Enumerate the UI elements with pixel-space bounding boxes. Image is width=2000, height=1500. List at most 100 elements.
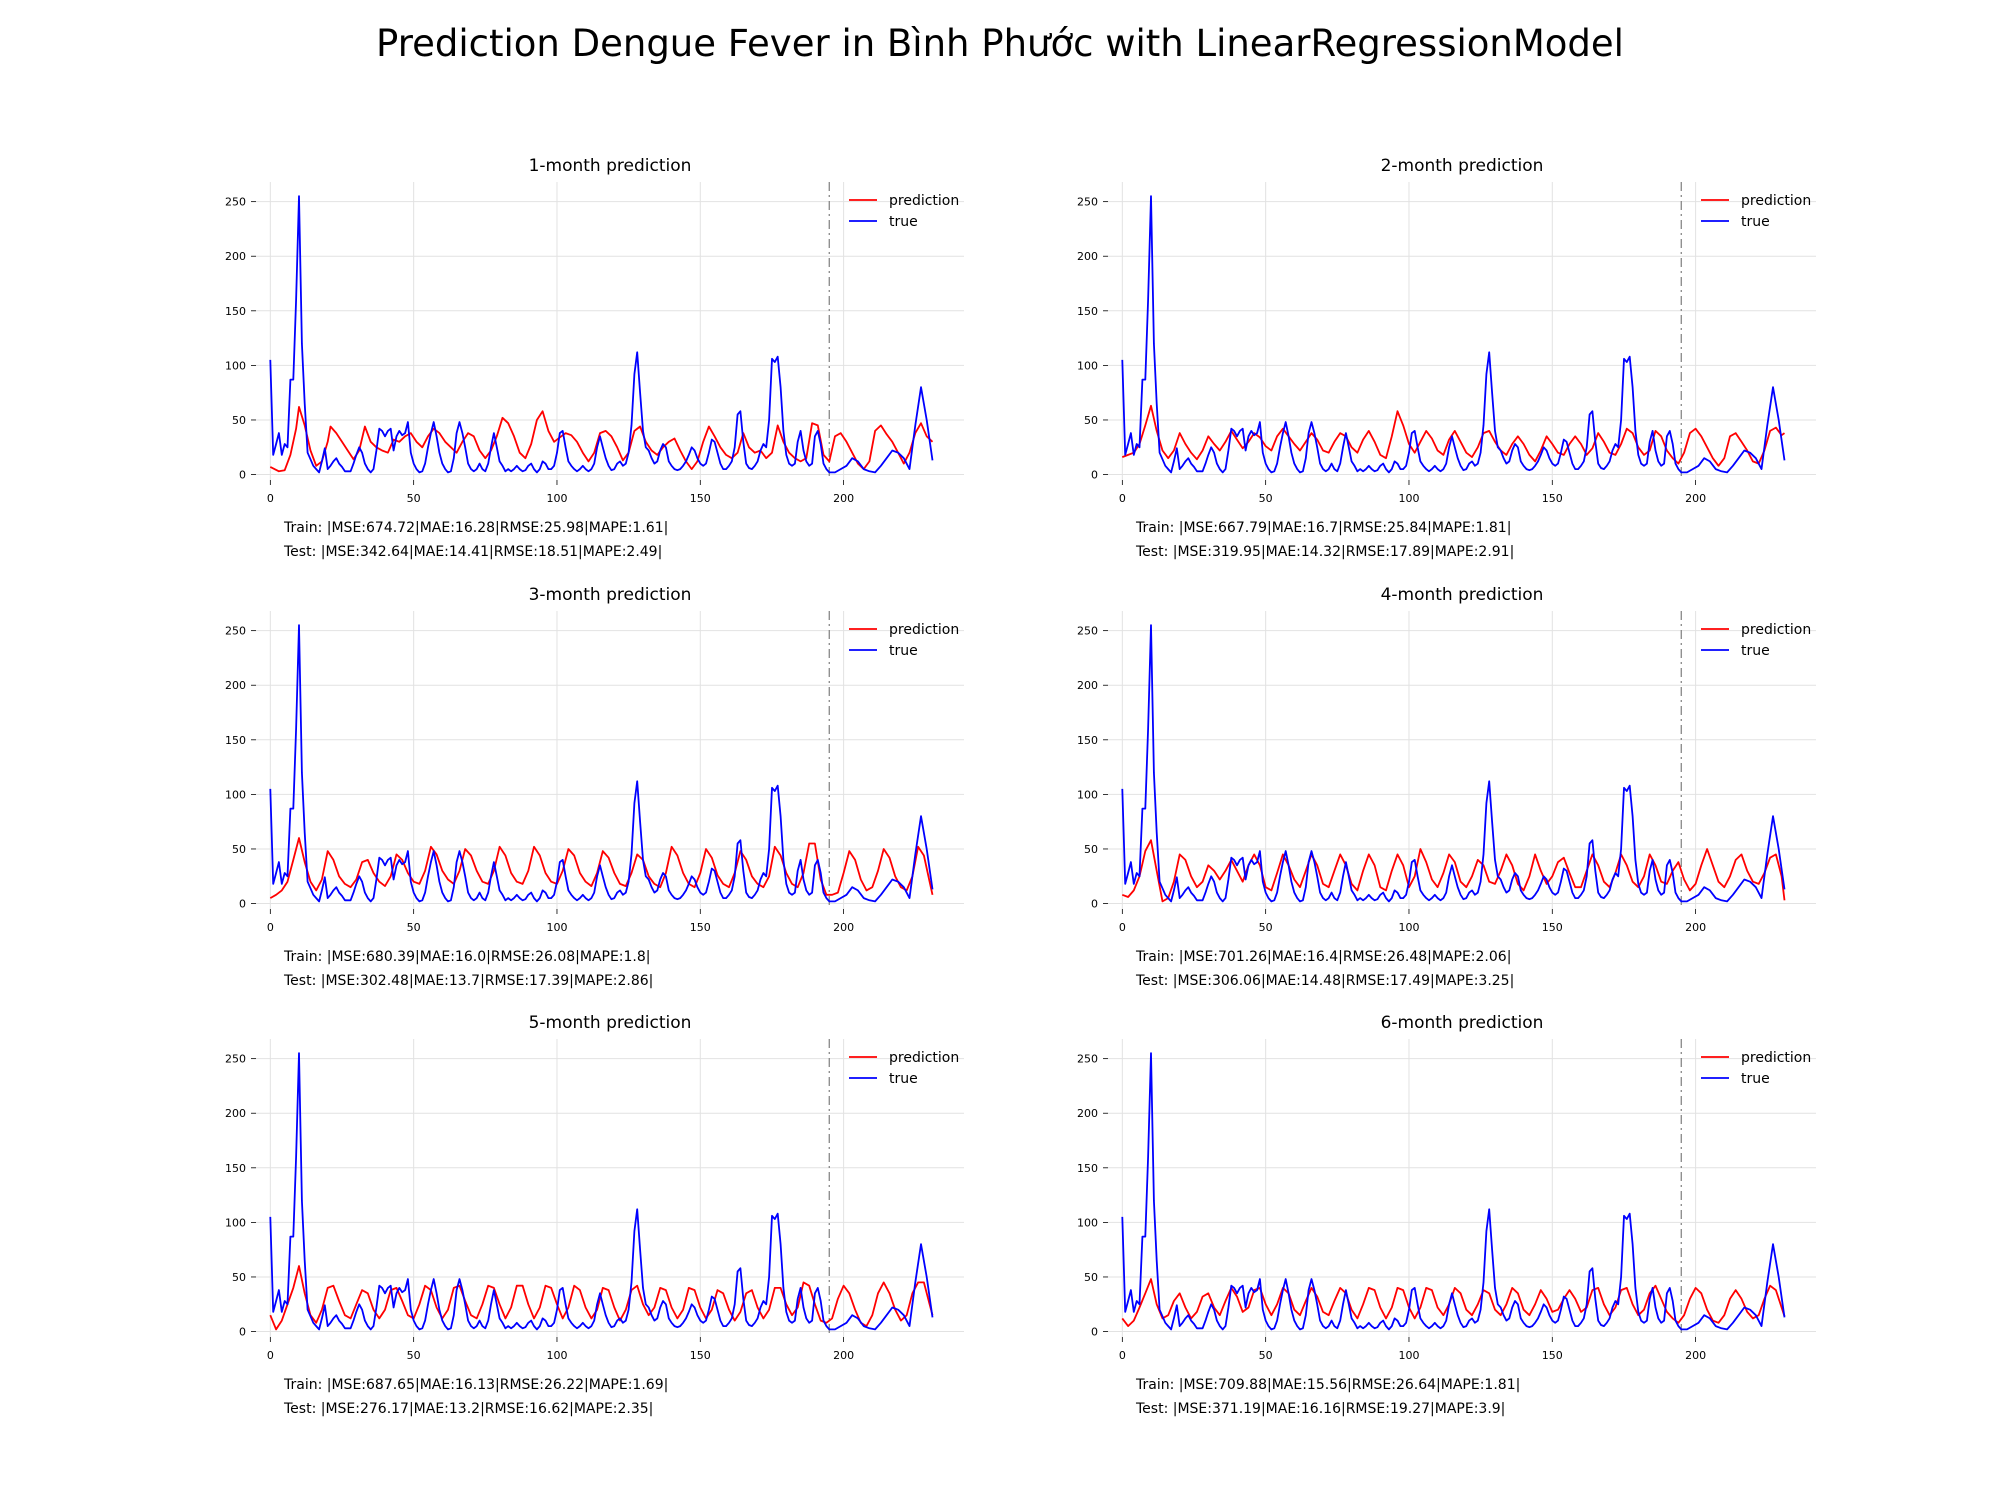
x-tick-label: 50 [407, 492, 421, 505]
x-tick-label: 200 [833, 1349, 854, 1362]
series-line-true [269, 1052, 934, 1331]
series-line-true [1121, 1052, 1786, 1331]
subplot-1: 0 50 100 150 200 0 50 100 150 200 250 1-month predi… [225, 156, 964, 560]
series-line-prediction [1121, 839, 1786, 903]
train-metrics: Train: |MSE:687.65|MAE:16.13|RMSE:26.22|… [283, 1377, 668, 1393]
x-tick-label: 50 [407, 921, 421, 934]
series-line-true [1121, 195, 1786, 474]
y-tick-label: 0 [1091, 469, 1098, 482]
x-tick-label: 0 [1119, 921, 1126, 934]
x-tick-label: 150 [1542, 492, 1563, 505]
x-tick-label: 200 [1685, 492, 1706, 505]
subplot-3: 0 50 100 150 200 0 50 100 150 200 250 3-month predi… [225, 585, 964, 989]
test-metrics: Test: |MSE:319.95|MAE:14.32|RMSE:17.89|M… [1135, 544, 1514, 560]
train-metrics: Train: |MSE:674.72|MAE:16.28|RMSE:25.98|… [283, 520, 668, 536]
y-tick-label: 50 [1084, 843, 1098, 856]
subplot-title: 4-month prediction [1381, 585, 1544, 605]
series-line-prediction [1121, 404, 1786, 467]
y-tick-label: 50 [1084, 1271, 1098, 1284]
x-tick-label: 50 [1259, 921, 1273, 934]
test-metrics: Test: |MSE:342.64|MAE:14.41|RMSE:18.51|M… [283, 544, 662, 560]
subplot-title: 5-month prediction [529, 1013, 692, 1033]
x-tick-label: 100 [546, 492, 567, 505]
subplot-4: 0 50 100 150 200 0 50 100 150 200 250 4-month predi… [1077, 585, 1816, 989]
y-tick-label: 250 [225, 625, 246, 638]
y-tick-label: 100 [225, 359, 246, 372]
test-metrics: Test: |MSE:371.19|MAE:16.16|RMSE:19.27|M… [1135, 1401, 1505, 1417]
test-metrics: Test: |MSE:276.17|MAE:13.2|RMSE:16.62|MA… [283, 1401, 653, 1417]
legend-label-prediction: prediction [889, 193, 959, 209]
x-tick-label: 0 [267, 1349, 274, 1362]
y-tick-label: 200 [225, 679, 246, 692]
y-tick-label: 250 [1077, 1053, 1098, 1066]
x-tick-label: 50 [407, 1349, 421, 1362]
series-line-prediction [1121, 1278, 1786, 1327]
x-tick-label: 200 [833, 921, 854, 934]
subplot-title: 6-month prediction [1381, 1013, 1544, 1033]
train-metrics: Train: |MSE:701.26|MAE:16.4|RMSE:26.48|M… [1135, 949, 1511, 965]
y-tick-label: 0 [239, 469, 246, 482]
y-tick-label: 50 [232, 414, 246, 427]
series-line-prediction [269, 837, 934, 899]
x-tick-label: 0 [267, 921, 274, 934]
y-tick-label: 100 [1077, 1216, 1098, 1229]
legend-label-prediction: prediction [1741, 1050, 1811, 1066]
train-metrics: Train: |MSE:709.88|MAE:15.56|RMSE:26.64|… [1135, 1377, 1520, 1393]
y-tick-label: 50 [232, 843, 246, 856]
x-tick-label: 50 [1259, 492, 1273, 505]
y-tick-label: 0 [1091, 898, 1098, 911]
x-tick-label: 200 [1685, 921, 1706, 934]
legend-label-prediction: prediction [889, 622, 959, 638]
y-tick-label: 100 [1077, 788, 1098, 801]
subplot-2: 0 50 100 150 200 0 50 100 150 200 250 2-month predi… [1077, 156, 1816, 560]
legend-label-true: true [1741, 1071, 1770, 1087]
y-tick-label: 50 [232, 1271, 246, 1284]
y-tick-label: 150 [1077, 734, 1098, 747]
subplot-6: 0 50 100 150 200 0 50 100 150 200 250 6-month predi… [1077, 1013, 1816, 1417]
x-tick-label: 150 [690, 492, 711, 505]
y-tick-label: 200 [1077, 250, 1098, 263]
legend-label-true: true [889, 214, 918, 230]
y-tick-label: 250 [225, 196, 246, 209]
subplot-title: 2-month prediction [1381, 156, 1544, 176]
subplot-title: 1-month prediction [529, 156, 692, 176]
y-tick-label: 150 [1077, 305, 1098, 318]
y-tick-label: 200 [1077, 679, 1098, 692]
legend-label-prediction: prediction [1741, 193, 1811, 209]
subplot-5: 0 50 100 150 200 0 50 100 150 200 250 5-month predi… [225, 1013, 964, 1417]
legend-label-prediction: prediction [889, 1050, 959, 1066]
series-line-true [269, 624, 934, 903]
legend-label-prediction: prediction [1741, 622, 1811, 638]
subplot-title: 3-month prediction [529, 585, 692, 605]
y-tick-label: 50 [1084, 414, 1098, 427]
x-tick-label: 50 [1259, 1349, 1273, 1362]
legend-label-true: true [1741, 214, 1770, 230]
series-line-true [1121, 624, 1786, 903]
y-tick-label: 200 [225, 1107, 246, 1120]
y-tick-label: 150 [225, 305, 246, 318]
y-tick-label: 250 [225, 1053, 246, 1066]
y-tick-label: 150 [225, 734, 246, 747]
x-tick-label: 150 [690, 921, 711, 934]
x-tick-label: 100 [1398, 921, 1419, 934]
y-tick-label: 0 [1091, 1326, 1098, 1339]
series-line-true [269, 195, 934, 474]
y-tick-label: 100 [1077, 359, 1098, 372]
x-tick-label: 0 [267, 492, 274, 505]
train-metrics: Train: |MSE:680.39|MAE:16.0|RMSE:26.08|M… [283, 949, 651, 965]
y-tick-label: 200 [1077, 1107, 1098, 1120]
test-metrics: Test: |MSE:302.48|MAE:13.7|RMSE:17.39|MA… [283, 973, 653, 989]
x-tick-label: 100 [1398, 492, 1419, 505]
x-tick-label: 0 [1119, 1349, 1126, 1362]
train-metrics: Train: |MSE:667.79|MAE:16.7|RMSE:25.84|M… [1135, 520, 1511, 536]
x-tick-label: 100 [1398, 1349, 1419, 1362]
y-tick-label: 250 [1077, 196, 1098, 209]
x-tick-label: 200 [1685, 1349, 1706, 1362]
y-tick-label: 150 [1077, 1162, 1098, 1175]
y-tick-label: 200 [225, 250, 246, 263]
legend-label-true: true [889, 1071, 918, 1087]
x-tick-label: 200 [833, 492, 854, 505]
x-tick-label: 150 [1542, 1349, 1563, 1362]
y-tick-label: 150 [225, 1162, 246, 1175]
